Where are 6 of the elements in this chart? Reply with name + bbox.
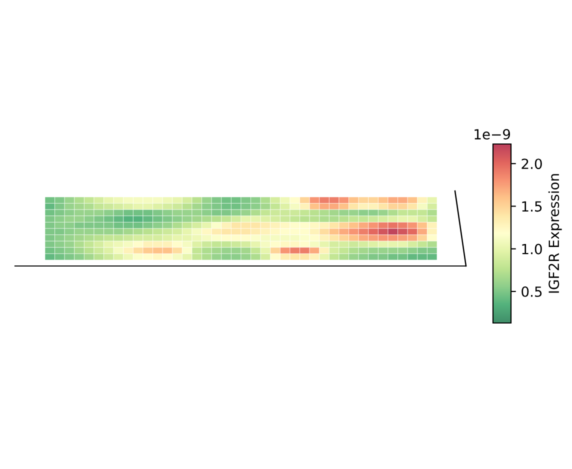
text: 1e−9 [474, 129, 510, 140]
color-bar-label: 2.0 [522, 158, 542, 170]
color-bar-label: 1.5 [522, 201, 542, 212]
color-bar-title: IGF2R Expression [548, 174, 562, 293]
color-bar-label: 1.0 [522, 244, 542, 254]
color-bar-label: 0.5 [522, 286, 542, 297]
